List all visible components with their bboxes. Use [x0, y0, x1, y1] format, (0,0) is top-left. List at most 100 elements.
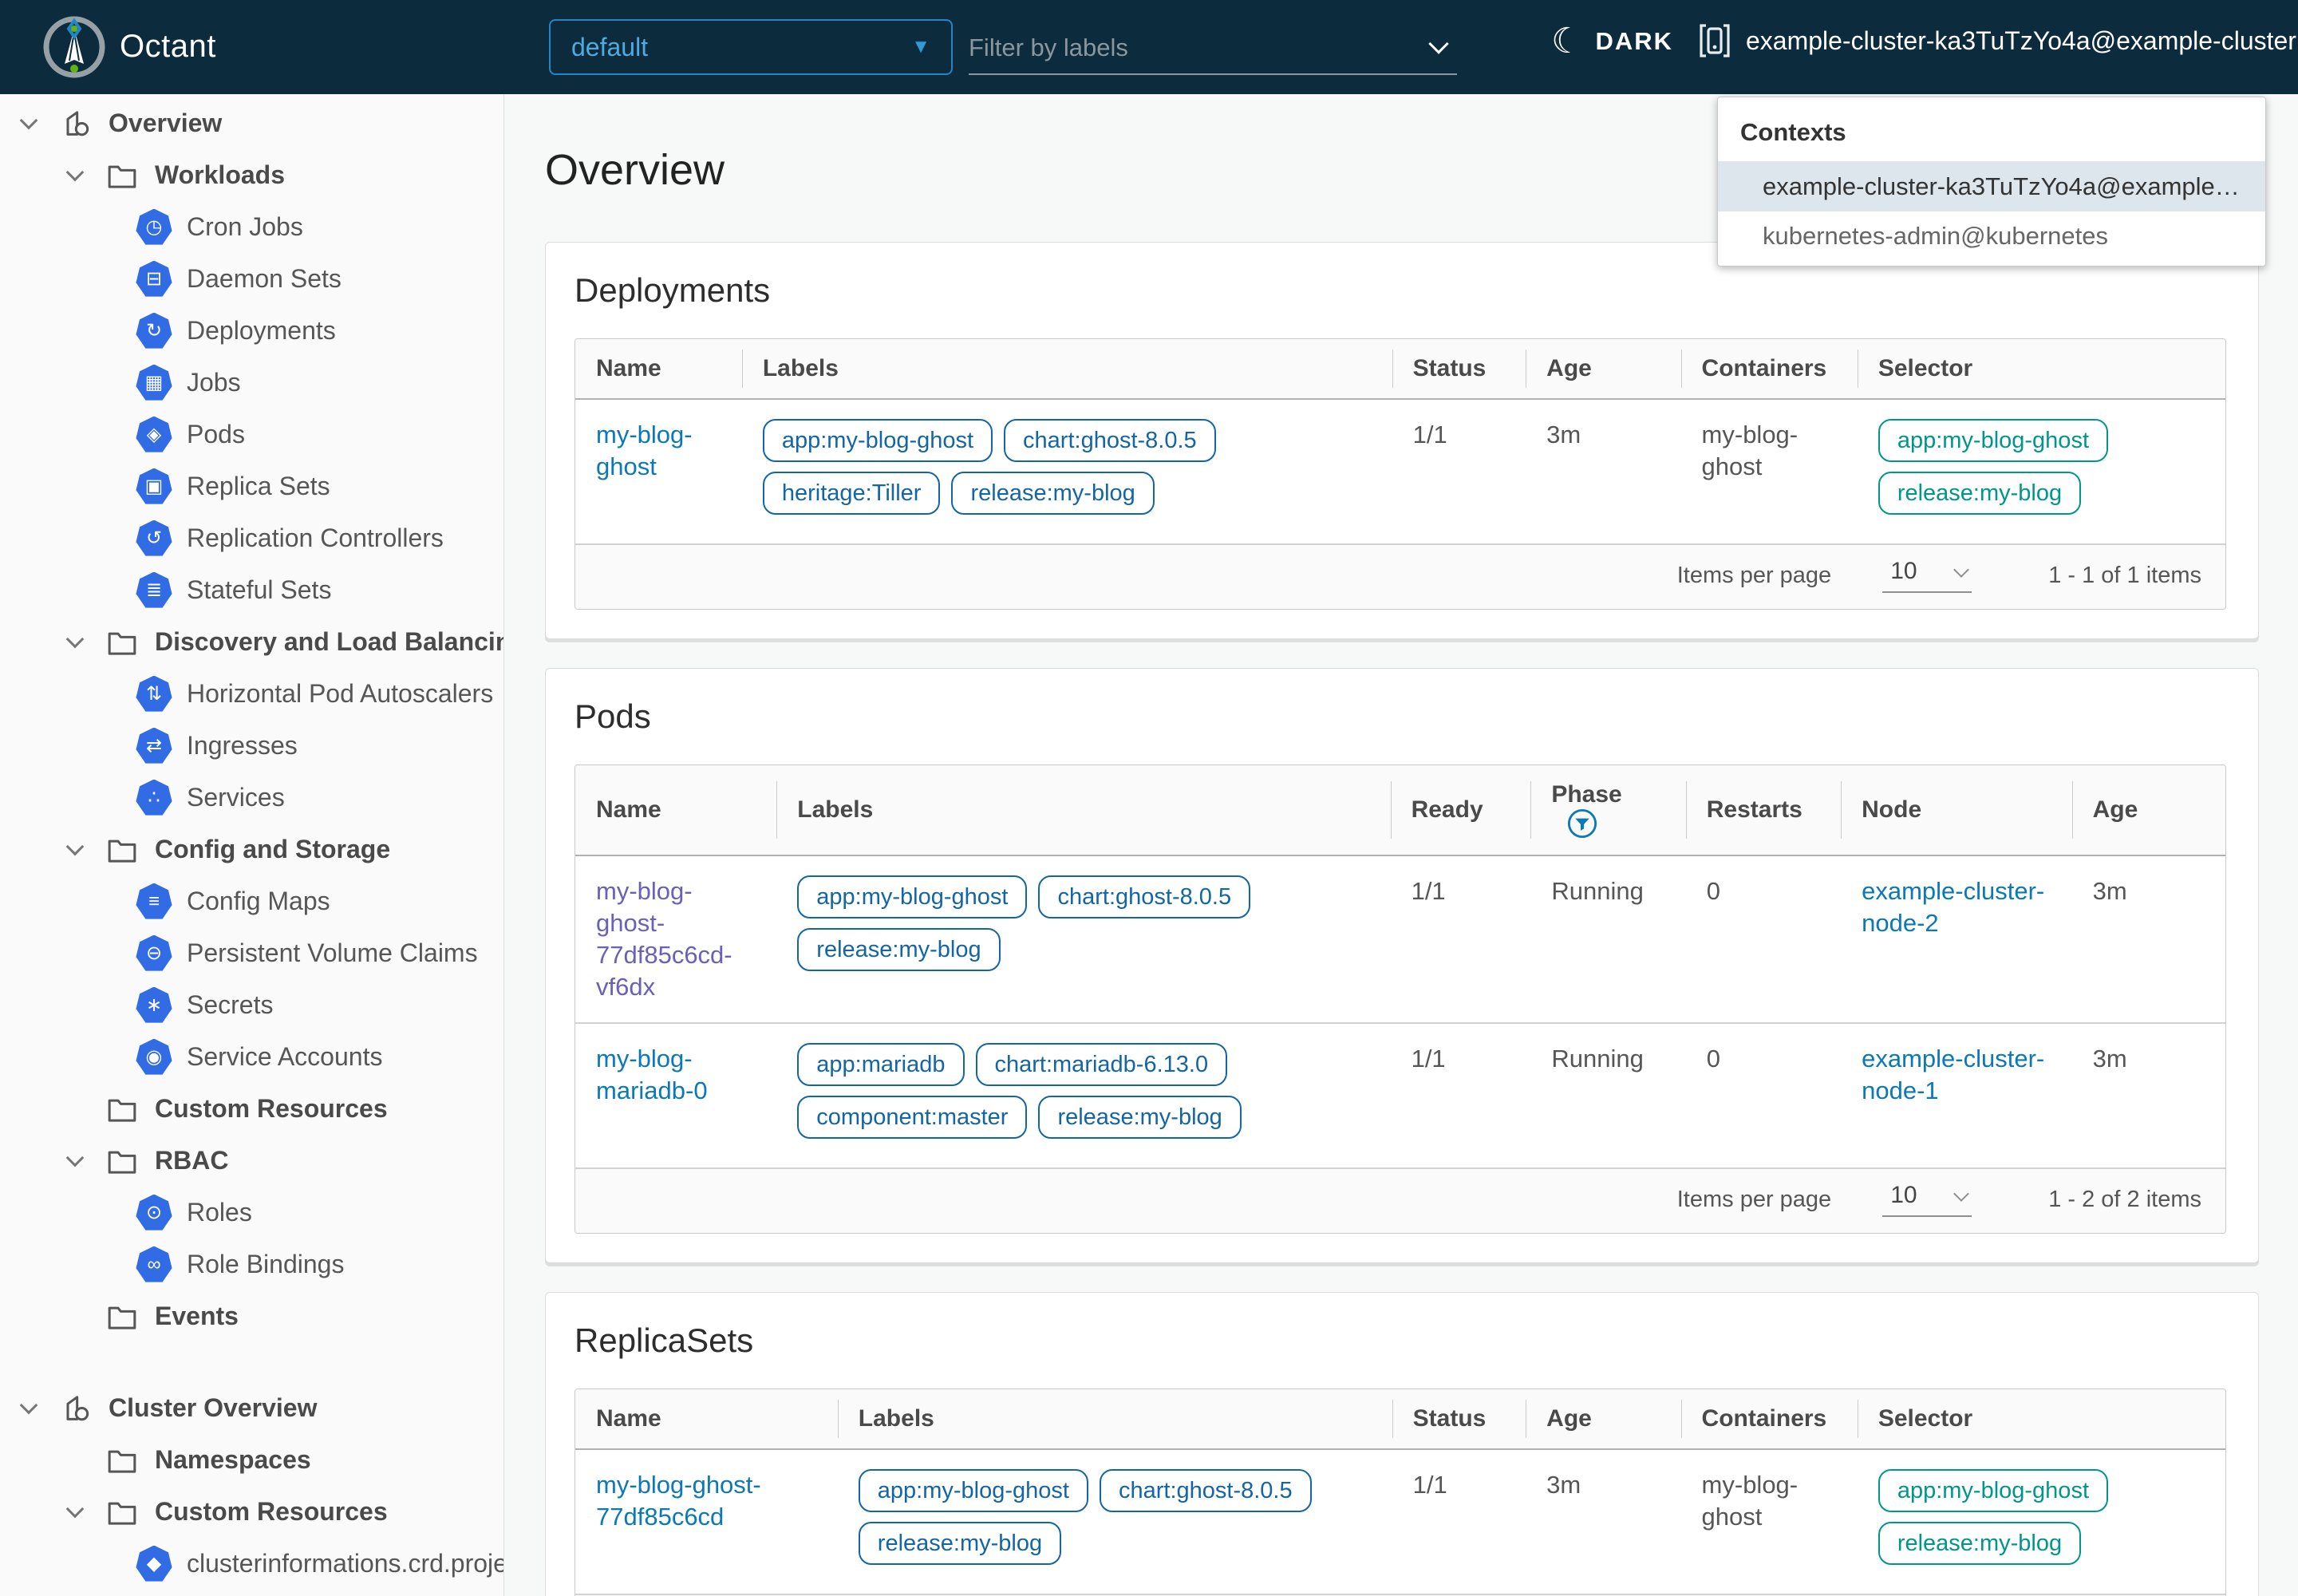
- resource-link[interactable]: example-cluster-node-1: [1862, 1045, 2045, 1104]
- sidebar-item-custom-resources[interactable]: Custom Resources: [0, 1083, 503, 1135]
- sidebar-item-namespaces[interactable]: Namespaces: [0, 1434, 503, 1486]
- chevron-down-icon[interactable]: [19, 1396, 38, 1414]
- sidebar-item-cron-jobs[interactable]: ◷ Cron Jobs: [0, 201, 503, 253]
- column-header-selector: Selector: [1857, 1389, 2225, 1450]
- chevron-down-icon[interactable]: [65, 1148, 85, 1167]
- sidebar-item-csidrivers-csi-storage-k8s-io[interactable]: ◆ csidrivers.csi.storage.k8s.io: [0, 1590, 503, 1596]
- sidebar-item-jobs[interactable]: ▦ Jobs: [0, 357, 503, 409]
- overview-icon: [66, 1395, 89, 1420]
- text-cell: 0: [1685, 1022, 1842, 1167]
- table-row: my-blog-ghost-77df85c6cd-vf6dx app:my-blo…: [575, 855, 2225, 1023]
- resource-link[interactable]: my-blog-ghost-77df85c6cd-vf6dx: [596, 877, 732, 1001]
- sidebar-item-workloads[interactable]: Workloads: [0, 149, 503, 201]
- sidebar-item-ingresses[interactable]: ⇄ Ingresses: [0, 720, 503, 772]
- namespace-value: default: [571, 32, 649, 61]
- text-cell: 1/1: [1392, 1449, 1526, 1594]
- sidebar-item-custom-resources[interactable]: Custom Resources: [0, 1486, 503, 1538]
- sidebar-item-label: Jobs: [187, 368, 241, 397]
- selector-pill: release:my-blog: [1877, 472, 2082, 515]
- services-icon: ∴: [136, 779, 172, 816]
- column-header-restarts: Restarts: [1685, 765, 1842, 856]
- sidebar-item-clusterinformations-crd-projec[interactable]: ◆ clusterinformations.crd.projec: [0, 1538, 503, 1590]
- page-size-value: 10: [1890, 558, 1917, 584]
- items-per-page-label: Items per page: [1676, 562, 1832, 588]
- label-pill: chart:ghost-8.0.5: [1099, 1469, 1312, 1512]
- sidebar-nav: Overview Workloads ◷ Cron Jobs ⊟ Daemon …: [0, 97, 503, 1596]
- sidebar-item-label: Overview: [109, 109, 223, 137]
- chevron-down-icon[interactable]: [65, 1499, 85, 1518]
- moon-icon: ☾: [1551, 22, 1583, 61]
- column-header-labels: Labels: [741, 339, 1392, 400]
- context-switcher-button[interactable]: example-cluster-ka3TuTzYo4a@example-clus…: [1698, 22, 2296, 59]
- roles-icon: ⊙: [136, 1194, 172, 1231]
- text-cell: 1/1: [1392, 399, 1526, 543]
- namespace-select[interactable]: default ▼: [549, 19, 953, 75]
- app-title: Octant: [120, 29, 216, 64]
- context-menu-item[interactable]: kubernetes-admin@kubernetes: [1763, 222, 2108, 250]
- chevron-down-icon[interactable]: [65, 630, 85, 648]
- text-cell: 1/1: [1390, 855, 1531, 1023]
- sidebar-item-overview[interactable]: Overview: [0, 97, 503, 149]
- sidebar-item-persistent-volume-claims[interactable]: ⊖ Persistent Volume Claims: [0, 927, 503, 979]
- folder-icon: [104, 832, 140, 868]
- column-header-node: Node: [1841, 765, 2072, 856]
- sidebar-item-label: Replication Controllers: [187, 523, 444, 552]
- resource-link[interactable]: example-cluster-node-2: [1862, 877, 2045, 937]
- chevron-down-icon[interactable]: [1428, 34, 1449, 54]
- context-menu-item[interactable]: example-cluster-ka3TuTzYo4a@example-clus…: [1718, 162, 2265, 211]
- text-cell: Running: [1530, 1022, 1686, 1167]
- theme-toggle-button[interactable]: ☾ DARK: [1551, 24, 1673, 59]
- chevron-down-icon[interactable]: [65, 837, 85, 855]
- resource-link-cell: example-cluster-node-1: [1841, 1022, 2072, 1167]
- sidebar-item-secrets[interactable]: ∗ Secrets: [0, 979, 503, 1031]
- replication-controllers-icon: ↺: [136, 519, 172, 556]
- items-per-page-label: Items per page: [1676, 1186, 1832, 1212]
- sidebar-item-roles[interactable]: ⊙ Roles: [0, 1187, 503, 1238]
- sidebar-item-pods[interactable]: ◈ Pods: [0, 409, 503, 460]
- page-size-select[interactable]: 10: [1882, 558, 1972, 593]
- sidebar-item-stateful-sets[interactable]: ≣ Stateful Sets: [0, 564, 503, 616]
- sidebar-item-service-accounts[interactable]: ◉ Service Accounts: [0, 1031, 503, 1083]
- sidebar-item-role-bindings[interactable]: ∞ Role Bindings: [0, 1238, 503, 1290]
- sidebar-item-config-maps[interactable]: ≡ Config Maps: [0, 875, 503, 927]
- sidebar-item-rbac[interactable]: RBAC: [0, 1135, 503, 1187]
- selector-pill: app:my-blog-ghost: [1877, 419, 2108, 462]
- label-pill: release:my-blog: [951, 472, 1155, 515]
- resource-link[interactable]: my-blog-mariadb-0: [596, 1045, 708, 1104]
- chevron-down-icon[interactable]: [65, 163, 85, 181]
- sidebar-item-replication-controllers[interactable]: ↺ Replication Controllers: [0, 512, 503, 564]
- sidebar-item-replica-sets[interactable]: ▣ Replica Sets: [0, 460, 503, 512]
- label-filter-input[interactable]: [969, 34, 1431, 62]
- sidebar-item-label: Events: [155, 1302, 239, 1330]
- selector-pill: app:my-blog-ghost: [1877, 1469, 2108, 1512]
- resource-link-cell: my-blog-ghost-77df85c6cd: [575, 1449, 838, 1594]
- overview-icon: [57, 1390, 94, 1427]
- section-title: Pods: [574, 697, 651, 735]
- sidebar-item-horizontal-pod-autoscalers[interactable]: ⇅ Horizontal Pod Autoscalers: [0, 668, 503, 720]
- sidebar-item-label: Deployments: [187, 316, 336, 345]
- sidebar-item-deployments[interactable]: ↻ Deployments: [0, 305, 503, 357]
- resource-link-cell: example-cluster-node-2: [1841, 855, 2072, 1023]
- page-size-select[interactable]: 10: [1882, 1182, 1972, 1217]
- sidebar-item-label: Custom Resources: [155, 1094, 388, 1123]
- sidebar-item-cluster-overview[interactable]: Cluster Overview: [0, 1382, 503, 1434]
- role-bindings-icon: ∞: [136, 1246, 172, 1282]
- resource-link-cell: my-blog-mariadb-0: [575, 1022, 777, 1167]
- resource-link[interactable]: my-blog-ghost: [596, 421, 693, 480]
- chevron-down-icon: [1953, 1186, 1970, 1202]
- chevron-down-icon[interactable]: [19, 111, 38, 129]
- label-pill: app:mariadb: [797, 1043, 965, 1086]
- selector-pill: release:my-blog: [1877, 1522, 2082, 1565]
- sidebar-item-services[interactable]: ∴ Services: [0, 772, 503, 824]
- filter-icon[interactable]: [1567, 808, 1597, 839]
- sidebar-item-discovery-and-load-balancing[interactable]: Discovery and Load Balancing: [0, 616, 503, 668]
- sidebar-item-label: Cron Jobs: [187, 212, 303, 241]
- sidebar-item-label: Roles: [187, 1198, 252, 1227]
- resource-link[interactable]: my-blog-ghost-77df85c6cd: [596, 1471, 761, 1531]
- sidebar-item-config-and-storage[interactable]: Config and Storage: [0, 824, 503, 875]
- folder-icon: [108, 1306, 136, 1329]
- sidebar-item-daemon-sets[interactable]: ⊟ Daemon Sets: [0, 253, 503, 305]
- sidebar-item-events[interactable]: Events: [0, 1290, 503, 1342]
- text-cell: 3m: [2071, 855, 2225, 1023]
- sidebar-item-label: Config and Storage: [155, 835, 391, 863]
